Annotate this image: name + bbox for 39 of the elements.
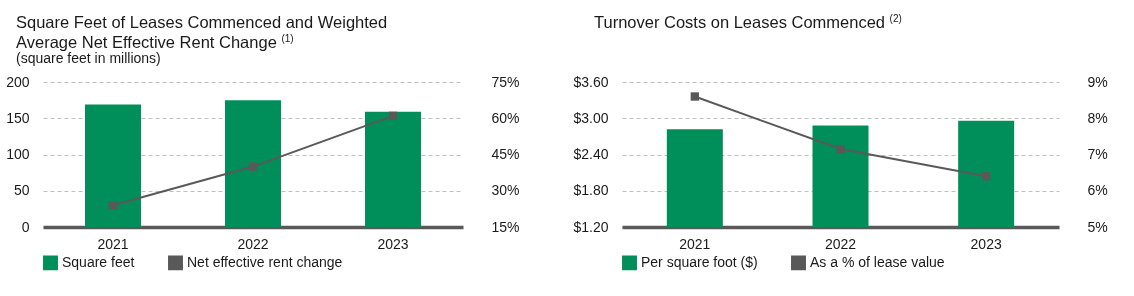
y2-tick-label: 15% [491,218,520,235]
x-tick-label: 2023 [377,235,409,252]
legend-label: As a % of lease value [810,253,945,270]
chart-title: Square Feet of Leases Commenced and Weighted Average Net Effective Rent Change $^{(1)}$ [16,12,389,52]
x-tick-label: 2022 [237,235,269,252]
point [836,144,845,154]
y2-tick-label: 75% [491,73,520,90]
y2-tick-label: 7% [1087,146,1108,162]
point [108,201,118,210]
y-tick-label: $1.20 [573,218,609,235]
y-tick-label: $3.60 [573,73,609,90]
y2-tick-label: 45% [491,146,520,162]
y-tick-label: 150 [6,109,30,126]
chart-title: Turnover Costs on Leases Commenced $^{(2)}$ [594,12,903,32]
y2-tick-label: 6% [1087,182,1108,199]
y-tick-label: $1.80 [573,182,609,199]
point [690,92,700,101]
y2-tick-label: 5% [1087,218,1108,235]
chart-subtitle: (square feet in millions) [16,50,161,66]
point [981,172,991,181]
x-tick-label: 2022 [824,235,857,252]
y-tick-label: $2.40 [573,146,609,162]
point [248,162,258,171]
y2-tick-label: 30% [491,182,520,199]
legend-label: Net effective rent change [187,253,343,270]
x-tick-label: 2021 [97,235,129,252]
y-tick-label: 0 [21,218,30,235]
y-tick-label: $3.00 [573,109,609,126]
legend-label: Square feet [62,253,135,270]
x-tick-label: 2021 [679,235,711,252]
x-tick-label: 2023 [970,235,1002,252]
legend-label: Per square foot ($) [641,253,758,270]
y-tick-label: 200 [6,73,30,90]
point [388,111,398,121]
y2-tick-label: 9% [1087,73,1108,90]
y-tick-label: 100 [6,146,30,162]
y-tick-label: 50 [13,182,30,199]
y2-tick-label: 60% [491,109,520,126]
y2-tick-label: 8% [1087,109,1108,126]
